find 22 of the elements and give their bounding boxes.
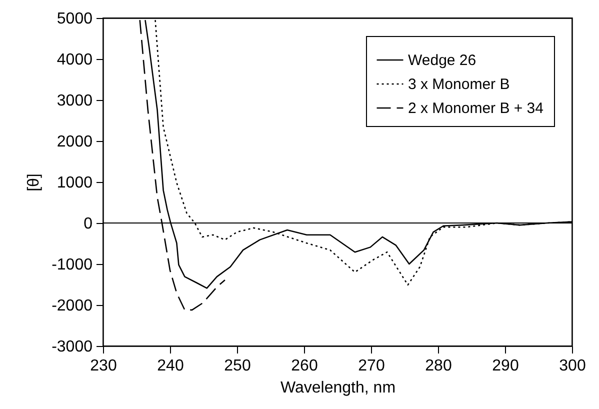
y-tick-label: 0 xyxy=(84,216,93,232)
x-tick-label: 250 xyxy=(224,358,251,374)
y-tick-label: 1000 xyxy=(56,174,93,192)
x-tick-label: 230 xyxy=(90,358,117,374)
x-tick-label: 270 xyxy=(358,358,385,374)
y-axis-title: [θ] xyxy=(26,174,43,192)
legend-label: Wedge 26 xyxy=(408,52,476,69)
y-tick-label: -2000 xyxy=(52,298,93,314)
x-tick-label: 240 xyxy=(157,358,184,374)
y-tick-label: -1000 xyxy=(52,256,93,274)
x-tick-label: 280 xyxy=(425,358,452,374)
x-tick-label: 260 xyxy=(291,358,318,374)
legend-label: 3 x Monomer B xyxy=(408,76,510,93)
y-tick-label: 2000 xyxy=(56,134,93,150)
x-tick-label: 300 xyxy=(559,358,586,374)
legend-label: 2 x Monomer B + 34 xyxy=(408,100,544,117)
y-tick-label: -3000 xyxy=(52,338,93,356)
y-tick-label: 3000 xyxy=(56,92,93,110)
x-axis-title: Wavelength, nm xyxy=(280,380,396,396)
y-tick-label: 4000 xyxy=(56,52,93,68)
x-tick-label: 290 xyxy=(492,358,519,374)
y-tick-label: 5000 xyxy=(56,10,93,28)
